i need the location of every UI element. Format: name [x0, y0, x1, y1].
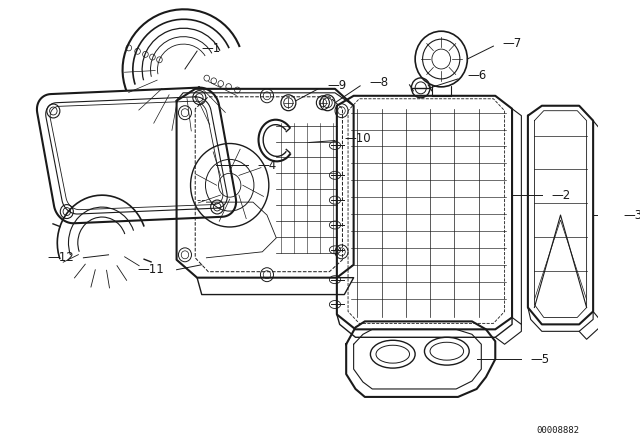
Text: —1: —1: [202, 42, 221, 55]
Text: —5: —5: [531, 353, 550, 366]
Text: —6: —6: [467, 69, 486, 82]
Text: —10: —10: [344, 132, 371, 145]
Text: —8: —8: [369, 76, 388, 90]
Text: —12: —12: [47, 251, 74, 264]
Text: —2: —2: [551, 189, 570, 202]
Text: —7: —7: [503, 37, 522, 50]
Text: 00008882: 00008882: [536, 426, 579, 435]
Text: —4: —4: [258, 159, 277, 172]
Text: —11: —11: [138, 263, 164, 276]
Text: —3: —3: [624, 209, 640, 222]
Text: —9: —9: [328, 79, 347, 92]
